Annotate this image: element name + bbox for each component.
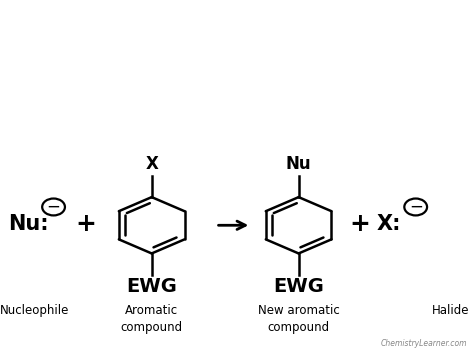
Text: EWG: EWG — [273, 277, 324, 296]
Text: +: + — [350, 212, 371, 235]
Text: −: − — [46, 198, 61, 216]
Text: Substitution: Substitution — [135, 88, 339, 115]
Text: X: X — [145, 155, 158, 173]
Text: X:: X: — [377, 214, 401, 233]
Text: Nu: Nu — [286, 155, 311, 173]
Text: New aromatic
compound: New aromatic compound — [258, 304, 339, 334]
Text: +: + — [75, 212, 96, 235]
Text: ChemistryLearner.com: ChemistryLearner.com — [381, 339, 467, 348]
Text: Nu:: Nu: — [9, 214, 49, 233]
Text: EWG: EWG — [126, 277, 177, 296]
Text: Nucleophilic Aromatic: Nucleophilic Aromatic — [57, 32, 417, 59]
Text: Aromatic
compound: Aromatic compound — [120, 304, 183, 334]
Text: Halide: Halide — [431, 304, 469, 318]
Text: −: − — [409, 198, 423, 216]
Text: Nucleophile: Nucleophile — [0, 304, 69, 318]
